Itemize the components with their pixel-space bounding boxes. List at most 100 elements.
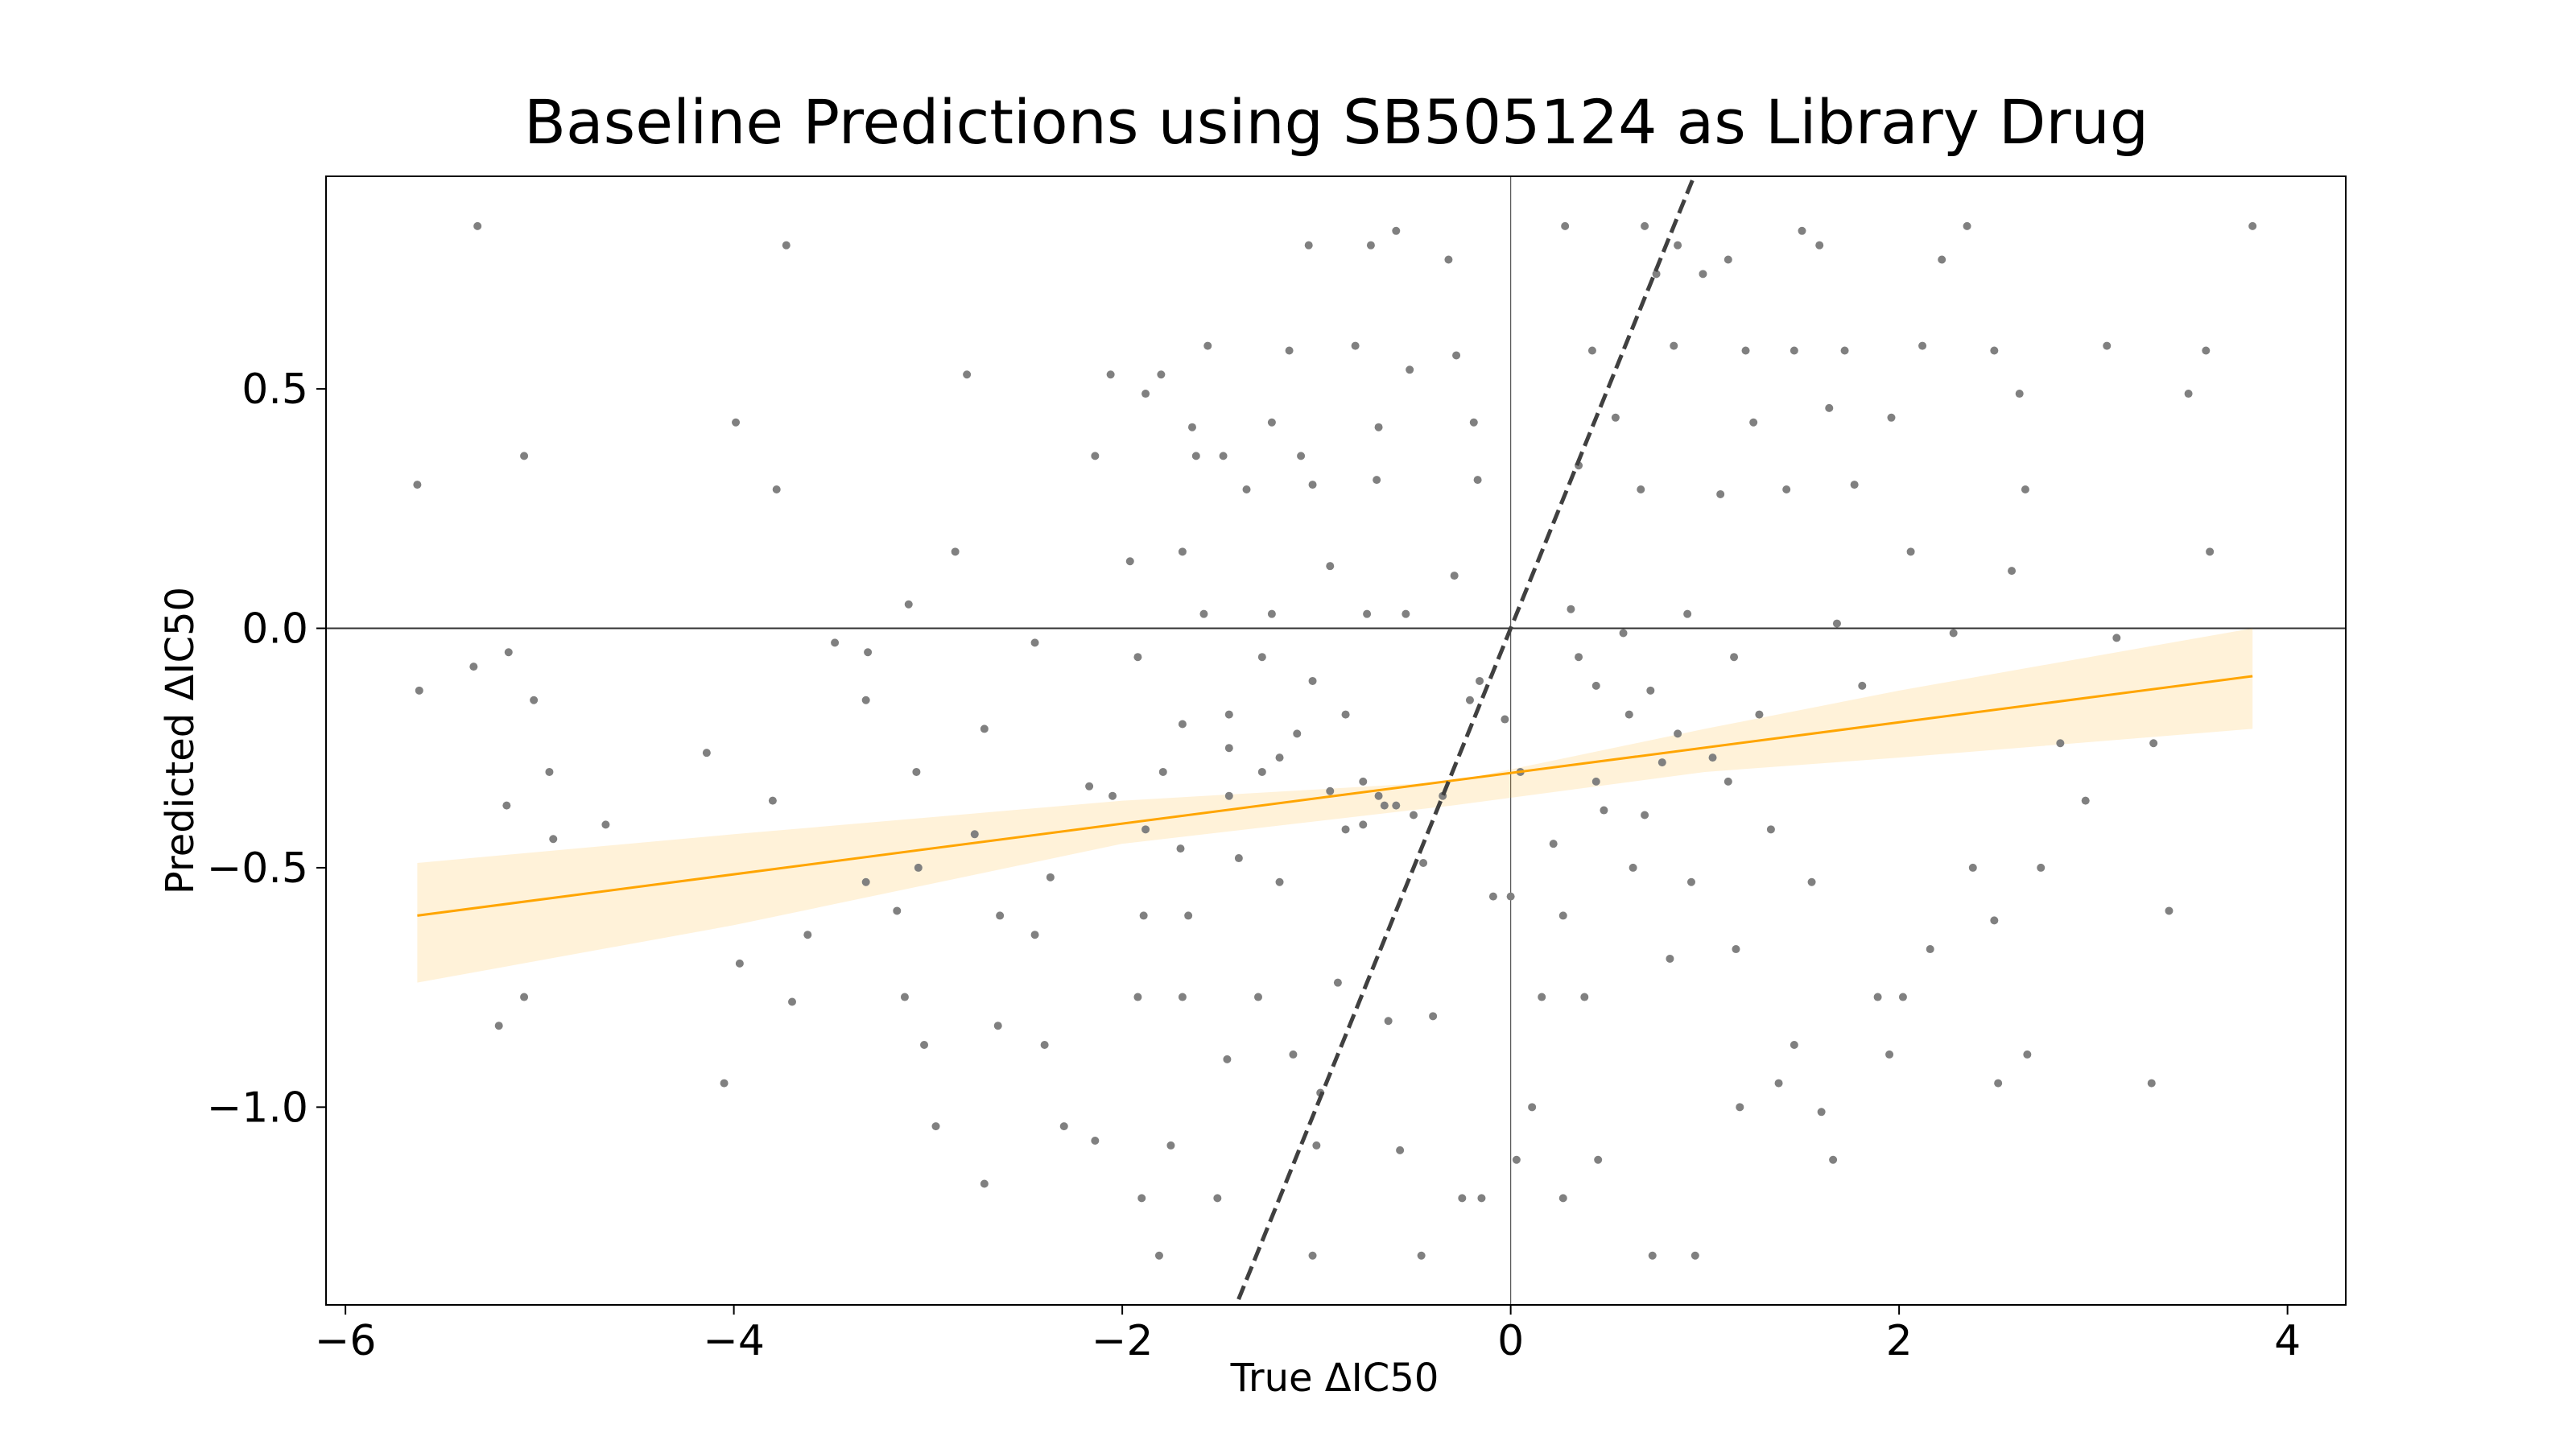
scatter-point (1580, 993, 1589, 1001)
scatter-point (1587, 346, 1596, 355)
scatter-point (1133, 993, 1142, 1001)
y-tick-label: −1.0 (207, 1084, 308, 1132)
scatter-point (473, 221, 482, 230)
scatter-point (1341, 710, 1350, 719)
scatter-point (1619, 629, 1628, 638)
scatter-point (1558, 1194, 1567, 1203)
scatter-point (1304, 241, 1313, 250)
scatter-point (893, 906, 902, 915)
scatter-point (1392, 226, 1401, 235)
scatter-point (1637, 485, 1645, 494)
scatter-point (1406, 365, 1414, 374)
scatter-point (970, 830, 979, 839)
scatter-point (1085, 782, 1094, 791)
scatter-point (1575, 653, 1583, 662)
scatter-point (772, 485, 781, 494)
scatter-point (951, 547, 960, 556)
scatter-point (1887, 413, 1896, 422)
scatter-point (1133, 653, 1142, 662)
scatter-point (861, 696, 870, 704)
scatter-point (1154, 1251, 1163, 1260)
scatter-point (1885, 1050, 1894, 1059)
scatter-point (1059, 1122, 1068, 1131)
chart-title: Baseline Predictions using SB505124 as L… (524, 86, 2149, 158)
scatter-point (861, 877, 870, 886)
scatter-point (996, 911, 1005, 920)
scatter-point (702, 749, 711, 758)
scatter-point (1782, 485, 1791, 494)
x-tick-label: −6 (315, 1317, 377, 1365)
scatter-point (1333, 978, 1342, 987)
scatter-point (2103, 341, 2112, 350)
scatter-point (1137, 1194, 1146, 1203)
scatter-point (1465, 696, 1474, 704)
scatter-point (1267, 418, 1276, 427)
scatter-point (1308, 481, 1317, 489)
scatter-point (912, 767, 921, 776)
scatter-point (768, 796, 777, 805)
scatter-point (1825, 403, 1834, 412)
scatter-point (1184, 911, 1193, 920)
scatter-point (1549, 840, 1558, 848)
scatter-point (1293, 729, 1302, 738)
scatter-point (1716, 489, 1725, 498)
scatter-point (530, 696, 539, 704)
scatter-point (931, 1122, 940, 1131)
scatter-point (1473, 476, 1482, 485)
scatter-point (1326, 562, 1335, 571)
scatter-point (1488, 892, 1497, 901)
scatter-point (1366, 241, 1375, 250)
scatter-point (1450, 572, 1459, 580)
scatter-point (1091, 452, 1100, 460)
scatter-point (1815, 241, 1824, 250)
scatter-point (1708, 753, 1717, 762)
scatter-point (1686, 877, 1695, 886)
scatter-point (1308, 676, 1317, 685)
scatter-point (1106, 370, 1115, 379)
scatter-point (1289, 1050, 1298, 1059)
scatter-point (1419, 858, 1428, 867)
y-axis-label: Predicted ΔIC50 (158, 587, 203, 894)
scatter-point (1670, 341, 1678, 350)
scatter-point (1850, 481, 1859, 489)
scatter-point (1629, 863, 1637, 872)
regression-line (417, 675, 2253, 917)
scatter-point (2112, 634, 2121, 642)
scatter-point (1898, 993, 1907, 1001)
scatter-point (2056, 739, 2065, 748)
scatter-point (1091, 1136, 1100, 1145)
scatter-point (1396, 1146, 1405, 1154)
scatter-point (1949, 629, 1958, 638)
scatter-point (415, 686, 423, 695)
scatter-point (1157, 370, 1166, 379)
scatter-point (1567, 605, 1575, 613)
scatter-point (1528, 1103, 1537, 1112)
scatter-point (1108, 791, 1117, 800)
scatter-point (1139, 911, 1148, 920)
scatter-point (1429, 1012, 1438, 1021)
scatter-point (1267, 609, 1276, 618)
scatter-point (920, 1041, 929, 1050)
scatter-point (1285, 346, 1294, 355)
scatter-point (1275, 877, 1284, 886)
scatter-point (1641, 221, 1649, 230)
scatter-point (1873, 993, 1882, 1001)
x-tick-label: 0 (1497, 1317, 1524, 1365)
scatter-point (803, 931, 812, 939)
scatter-point (1994, 1079, 2003, 1088)
scatter-point (1224, 744, 1233, 753)
scatter-point (545, 767, 554, 776)
scatter-point (2037, 863, 2046, 872)
scatter-point (1257, 653, 1266, 662)
scatter-point (1538, 993, 1546, 1001)
scatter-point (1373, 476, 1381, 485)
scatter-point (2184, 390, 2193, 398)
scatter-point (900, 993, 909, 1001)
scatter-point (1594, 1155, 1603, 1164)
y-tick-label: 0.0 (242, 605, 308, 654)
scatter-point (1674, 241, 1682, 250)
scatter-point (914, 863, 923, 872)
scatter-point (1906, 547, 1915, 556)
scatter-point (1807, 877, 1816, 886)
scatter-point (732, 418, 741, 427)
